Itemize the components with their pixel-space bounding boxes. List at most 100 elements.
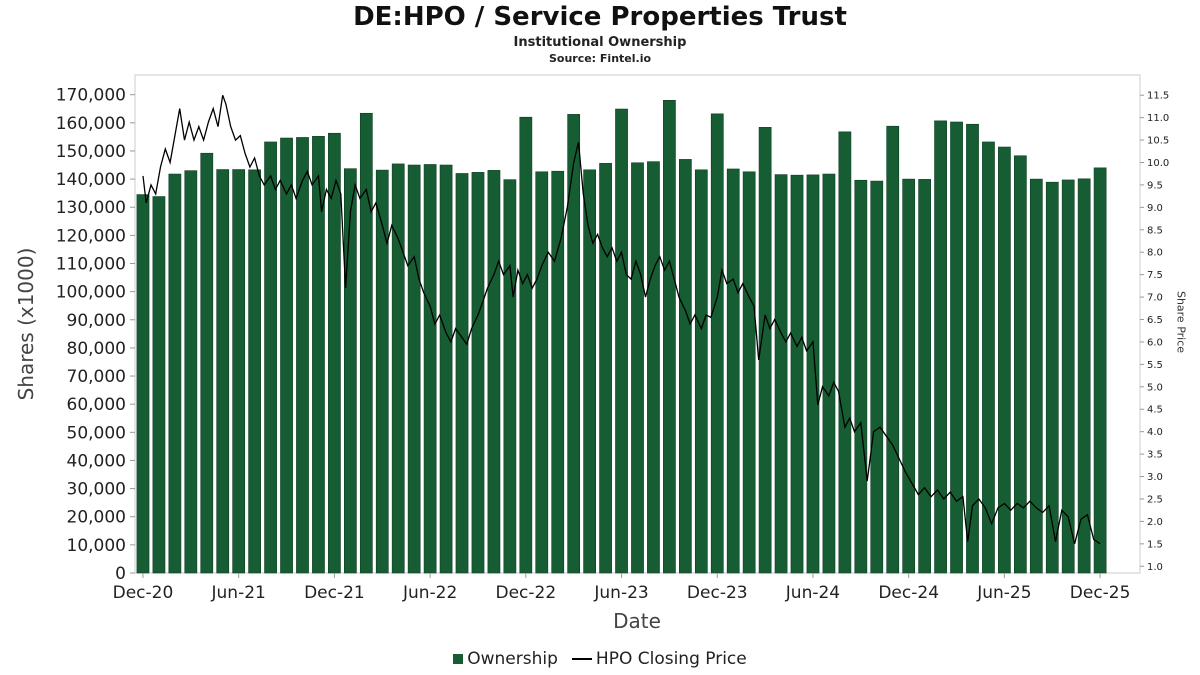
ownership-bar [966, 123, 979, 574]
ownership-bar [359, 112, 373, 574]
svg-text:120,000: 120,000 [56, 226, 126, 246]
svg-text:130,000: 130,000 [56, 198, 126, 218]
price-line [142, 94, 1101, 545]
svg-text:Dec-24: Dec-24 [878, 583, 939, 603]
ownership-bar [136, 194, 150, 574]
chart-source: Source: Fintel.io [548, 52, 652, 65]
svg-text:9.5: 9.5 [1147, 180, 1163, 191]
ownership-bar [391, 163, 405, 574]
y-axis-title-right: Share Price [1174, 290, 1188, 354]
ownership-bar [934, 120, 947, 574]
ownership-bar [790, 174, 804, 574]
svg-text:Dec-25: Dec-25 [1070, 583, 1131, 603]
svg-text:5.5: 5.5 [1147, 360, 1163, 371]
ownership-bar [343, 168, 357, 574]
ownership-bar [152, 196, 166, 574]
ownership-bar [950, 121, 963, 574]
svg-text:30,000: 30,000 [67, 480, 126, 500]
x-axis-title: Date [613, 609, 661, 633]
svg-text:1.0: 1.0 [1147, 562, 1163, 573]
svg-text:Jun-24: Jun-24 [785, 583, 840, 603]
svg-text:7.5: 7.5 [1147, 270, 1163, 281]
ownership-bar [248, 169, 262, 574]
legend-price-label: HPO Closing Price [595, 649, 747, 669]
ownership-bar [1029, 178, 1043, 574]
svg-text:110,000: 110,000 [56, 255, 126, 275]
ownership-bar [264, 141, 277, 574]
ownership-bar [822, 173, 836, 574]
svg-text:Dec-21: Dec-21 [304, 583, 365, 603]
ownership-bar [599, 163, 612, 574]
ownership-bar [312, 136, 325, 574]
ownership-bar [232, 169, 246, 574]
svg-text:70,000: 70,000 [67, 367, 126, 387]
legend-item-price[interactable]: HPO Closing Price [571, 649, 747, 669]
svg-text:10,000: 10,000 [67, 536, 126, 556]
svg-text:4.5: 4.5 [1147, 405, 1163, 416]
y-axis-title-left: Shares (x1000) [14, 247, 38, 401]
legend: Ownership HPO Closing Price [0, 649, 1200, 669]
svg-text:0: 0 [115, 564, 126, 584]
ownership-bar [583, 169, 597, 574]
ownership-bar [328, 132, 341, 574]
ownership-bar [758, 127, 772, 574]
ownership-bar [726, 168, 740, 574]
ownership-bar [678, 159, 692, 574]
ownership-bar [503, 179, 517, 574]
svg-text:Jun-21: Jun-21 [211, 583, 266, 603]
svg-text:8.5: 8.5 [1147, 225, 1163, 236]
ownership-bar [886, 125, 900, 574]
svg-text:Dec-23: Dec-23 [687, 583, 748, 603]
svg-text:170,000: 170,000 [56, 86, 126, 106]
svg-text:Dec-22: Dec-22 [495, 583, 556, 603]
ownership-bar [918, 179, 932, 574]
ownership-bar [902, 178, 916, 574]
svg-text:150,000: 150,000 [56, 142, 126, 162]
chart-title: DE:HPO / Service Properties Trust [353, 2, 847, 32]
ownership-bar [375, 169, 389, 574]
ownership-bar [1077, 178, 1091, 574]
svg-text:3.0: 3.0 [1147, 472, 1163, 483]
svg-text:10.0: 10.0 [1147, 158, 1169, 169]
chart-subtitle: Institutional Ownership [513, 35, 687, 50]
ownership-bar [982, 141, 995, 574]
svg-text:160,000: 160,000 [56, 114, 126, 134]
svg-text:40,000: 40,000 [67, 451, 126, 471]
ownership-bar [296, 137, 309, 574]
ownership-bar [519, 116, 533, 574]
svg-text:8.0: 8.0 [1147, 248, 1163, 259]
ownership-bar [216, 169, 230, 574]
svg-text:4.0: 4.0 [1147, 427, 1163, 438]
svg-text:3.5: 3.5 [1147, 450, 1163, 461]
svg-text:Jun-22: Jun-22 [402, 583, 457, 603]
ownership-bar [742, 171, 756, 574]
ownership-swatch-icon [453, 654, 464, 664]
ownership-bar [1093, 167, 1107, 574]
svg-text:50,000: 50,000 [67, 423, 126, 443]
svg-text:6.0: 6.0 [1147, 337, 1163, 348]
svg-text:Dec-20: Dec-20 [113, 583, 174, 603]
svg-text:6.5: 6.5 [1147, 315, 1163, 326]
ownership-bar [200, 152, 214, 574]
ownership-bar [567, 114, 581, 574]
left-axis-ticks: 0 10,000 20,000 30,000 40,000 50,000 60,000 70,… [56, 86, 135, 584]
ownership-bar [168, 173, 182, 574]
svg-text:1.5: 1.5 [1147, 539, 1163, 550]
ownership-bar [280, 137, 293, 574]
svg-text:2.5: 2.5 [1147, 494, 1163, 505]
svg-text:140,000: 140,000 [56, 170, 126, 190]
svg-text:Jun-23: Jun-23 [593, 583, 648, 603]
ownership-bar [854, 179, 868, 574]
ownership-bar [455, 173, 469, 574]
x-axis-ticks: Dec-20 Jun-21 Dec-21 Jun-22 Dec-22 Jun-23 Dec-… [113, 573, 1131, 603]
svg-text:2.0: 2.0 [1147, 517, 1163, 528]
svg-text:80,000: 80,000 [67, 339, 126, 359]
svg-text:60,000: 60,000 [67, 395, 126, 415]
legend-item-ownership[interactable]: Ownership [453, 649, 558, 669]
svg-text:90,000: 90,000 [67, 311, 126, 331]
right-axis-ticks: 1.0 1.5 2.0 2.5 3.0 3.5 4.0 4.5 5.0 5.5 6.0 6.5 7.0 7… [1140, 91, 1169, 573]
ownership-bar [407, 164, 421, 574]
svg-text:11.0: 11.0 [1147, 113, 1169, 124]
